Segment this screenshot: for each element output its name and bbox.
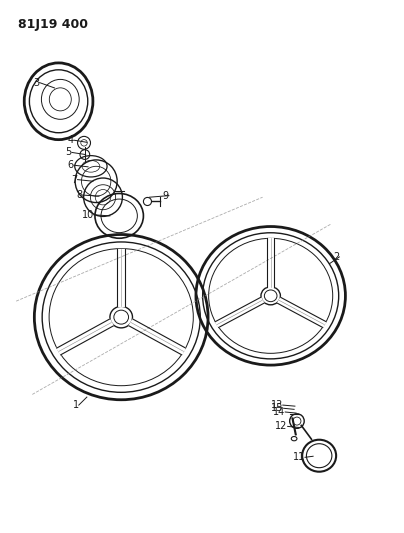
Text: 14: 14 (273, 407, 285, 417)
Text: 10: 10 (82, 210, 94, 220)
Text: 13: 13 (271, 400, 283, 410)
Text: 9: 9 (163, 191, 169, 200)
Polygon shape (267, 238, 274, 287)
Text: 7: 7 (72, 175, 78, 184)
Text: 1: 1 (73, 400, 79, 410)
Polygon shape (215, 297, 264, 327)
Text: 5: 5 (66, 148, 72, 157)
Polygon shape (129, 319, 185, 355)
Text: 6: 6 (68, 160, 74, 170)
Text: 4: 4 (68, 135, 74, 145)
Polygon shape (117, 248, 125, 306)
Text: 12: 12 (275, 422, 288, 431)
Text: 15: 15 (271, 403, 284, 413)
Text: 2: 2 (333, 252, 339, 262)
Text: 81J19 400: 81J19 400 (18, 18, 88, 31)
Text: 8: 8 (77, 190, 83, 200)
Text: 3: 3 (34, 78, 40, 87)
Circle shape (143, 197, 152, 206)
Polygon shape (278, 297, 326, 327)
Text: 11: 11 (293, 453, 305, 462)
Polygon shape (57, 319, 114, 355)
